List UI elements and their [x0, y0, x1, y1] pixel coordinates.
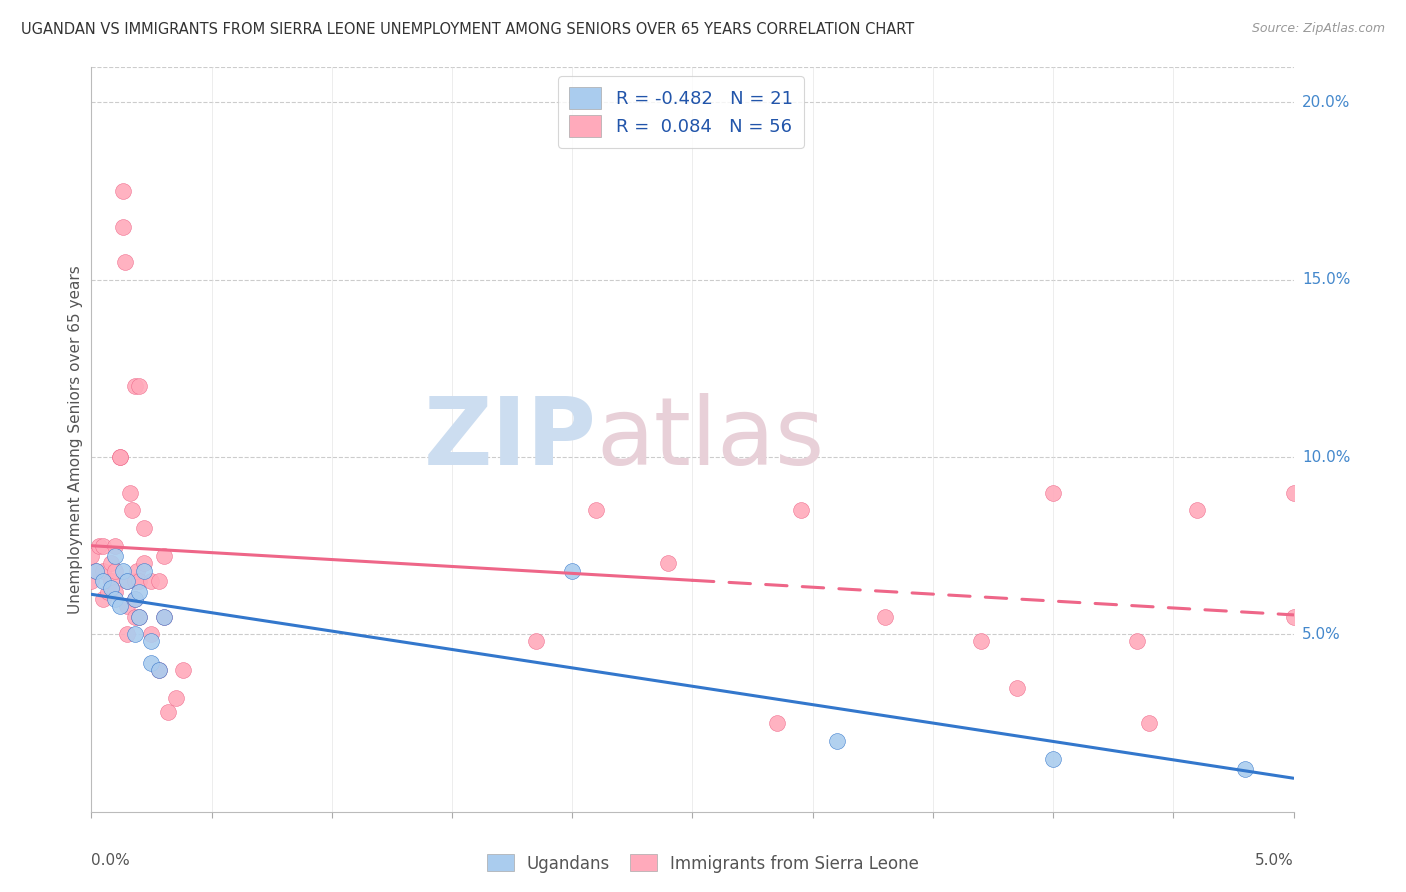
- Text: 5.0%: 5.0%: [1302, 627, 1340, 642]
- Point: [117, 627, 139, 641]
- Point: [128, 574, 150, 589]
- Point: [114, 255, 136, 269]
- Point: [97, 584, 120, 599]
- Text: 10.0%: 10.0%: [1302, 450, 1350, 465]
- Point: [657, 557, 679, 571]
- Text: 0.0%: 0.0%: [91, 853, 131, 868]
- Point: [124, 627, 146, 641]
- Point: [100, 582, 122, 596]
- Text: ZIP: ZIP: [423, 393, 596, 485]
- Point: [1282, 609, 1305, 624]
- Text: 20.0%: 20.0%: [1302, 95, 1350, 110]
- Point: [789, 503, 811, 517]
- Point: [157, 706, 180, 720]
- Point: [165, 691, 187, 706]
- Point: [1187, 503, 1209, 517]
- Point: [104, 591, 127, 606]
- Point: [128, 584, 150, 599]
- Point: [118, 485, 141, 500]
- Point: [1042, 485, 1064, 500]
- Point: [524, 634, 547, 648]
- Point: [1234, 762, 1257, 776]
- Point: [152, 549, 174, 564]
- Point: [110, 450, 132, 464]
- Point: [141, 627, 163, 641]
- Point: [84, 564, 107, 578]
- Point: [87, 539, 110, 553]
- Y-axis label: Unemployment Among Seniors over 65 years: Unemployment Among Seniors over 65 years: [67, 265, 83, 614]
- Point: [134, 521, 156, 535]
- Point: [111, 564, 134, 578]
- Point: [80, 574, 103, 589]
- Point: [100, 557, 122, 571]
- Point: [134, 557, 156, 571]
- Point: [124, 609, 146, 624]
- Point: [93, 574, 115, 589]
- Point: [1137, 716, 1160, 731]
- Point: [561, 564, 583, 578]
- Point: [117, 599, 139, 613]
- Point: [134, 564, 156, 578]
- Point: [124, 379, 146, 393]
- Point: [128, 379, 150, 393]
- Point: [104, 584, 127, 599]
- Point: [141, 656, 163, 670]
- Point: [104, 539, 127, 553]
- Point: [110, 599, 132, 613]
- Point: [1042, 751, 1064, 765]
- Point: [141, 634, 163, 648]
- Point: [111, 219, 134, 234]
- Point: [765, 716, 787, 731]
- Point: [172, 663, 194, 677]
- Point: [128, 609, 150, 624]
- Point: [152, 609, 174, 624]
- Point: [148, 663, 170, 677]
- Point: [93, 564, 115, 578]
- Point: [93, 539, 115, 553]
- Point: [104, 549, 127, 564]
- Point: [100, 574, 122, 589]
- Text: atlas: atlas: [596, 393, 824, 485]
- Point: [970, 634, 993, 648]
- Point: [93, 591, 115, 606]
- Point: [585, 503, 607, 517]
- Point: [825, 733, 848, 747]
- Point: [124, 574, 146, 589]
- Point: [141, 574, 163, 589]
- Legend: R = -0.482   N = 21, R =  0.084   N = 56: R = -0.482 N = 21, R = 0.084 N = 56: [558, 76, 804, 148]
- Point: [111, 184, 134, 198]
- Text: 15.0%: 15.0%: [1302, 272, 1350, 287]
- Point: [152, 609, 174, 624]
- Point: [124, 591, 146, 606]
- Point: [110, 450, 132, 464]
- Point: [117, 574, 139, 589]
- Point: [125, 564, 148, 578]
- Point: [117, 574, 139, 589]
- Point: [121, 503, 143, 517]
- Point: [1282, 485, 1305, 500]
- Point: [80, 549, 103, 564]
- Point: [124, 591, 146, 606]
- Point: [873, 609, 896, 624]
- Point: [84, 564, 107, 578]
- Text: 5.0%: 5.0%: [1254, 853, 1294, 868]
- Point: [148, 663, 170, 677]
- Legend: Ugandans, Immigrants from Sierra Leone: Ugandans, Immigrants from Sierra Leone: [481, 847, 925, 880]
- Point: [1126, 634, 1149, 648]
- Point: [148, 574, 170, 589]
- Text: Source: ZipAtlas.com: Source: ZipAtlas.com: [1251, 22, 1385, 36]
- Point: [1005, 681, 1028, 695]
- Point: [104, 564, 127, 578]
- Point: [128, 609, 150, 624]
- Text: UGANDAN VS IMMIGRANTS FROM SIERRA LEONE UNEMPLOYMENT AMONG SENIORS OVER 65 YEARS: UGANDAN VS IMMIGRANTS FROM SIERRA LEONE …: [21, 22, 914, 37]
